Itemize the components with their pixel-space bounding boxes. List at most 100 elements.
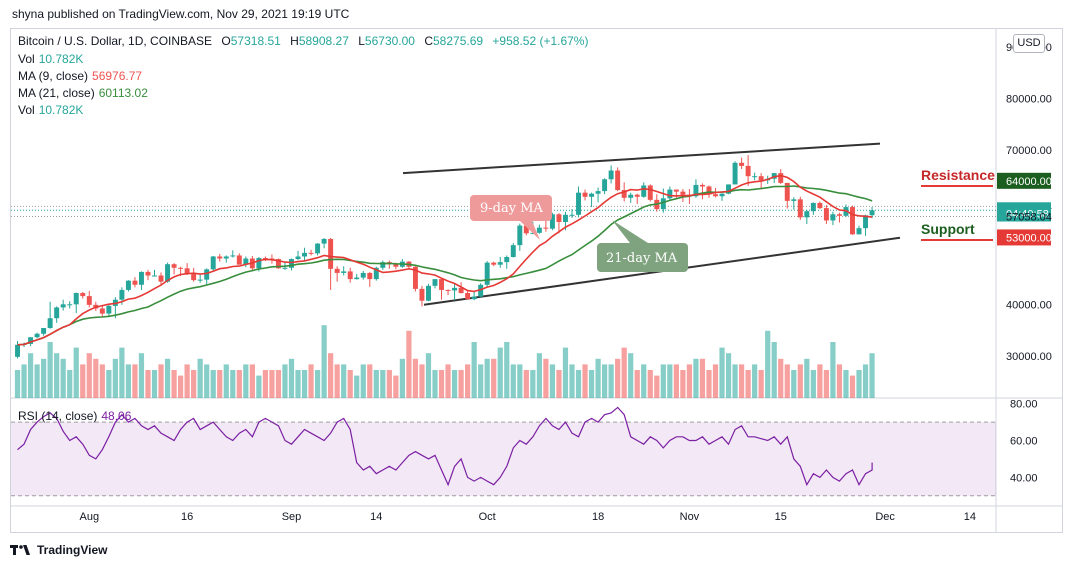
candle-body[interactable] <box>491 262 497 265</box>
candle-body[interactable] <box>54 307 60 319</box>
candle-body[interactable] <box>262 258 268 260</box>
candle-body[interactable] <box>706 186 712 195</box>
candle-body[interactable] <box>699 184 705 187</box>
candle-body[interactable] <box>791 199 797 201</box>
candle-body[interactable] <box>523 225 529 234</box>
candle-body[interactable] <box>863 215 869 229</box>
candle-body[interactable] <box>334 268 340 273</box>
candle-body[interactable] <box>60 304 66 308</box>
candle-body[interactable] <box>256 258 262 269</box>
candle-body[interactable] <box>132 280 138 285</box>
candle-body[interactable] <box>412 266 418 289</box>
candle-body[interactable] <box>328 238 334 269</box>
candle-body[interactable] <box>465 293 471 300</box>
candle-body[interactable] <box>119 289 125 300</box>
candle-body[interactable] <box>536 227 542 233</box>
candle-body[interactable] <box>628 194 634 198</box>
candle-body[interactable] <box>165 264 171 282</box>
candle-body[interactable] <box>504 256 510 263</box>
candle-body[interactable] <box>393 264 399 267</box>
candle-body[interactable] <box>602 179 608 192</box>
candle-body[interactable] <box>275 259 281 269</box>
candle-body[interactable] <box>34 333 40 338</box>
candle-body[interactable] <box>569 214 575 216</box>
candle-body[interactable] <box>308 252 314 254</box>
candle-body[interactable] <box>732 162 738 185</box>
candle-body[interactable] <box>178 267 184 269</box>
candle-body[interactable] <box>634 194 640 197</box>
candle-body[interactable] <box>197 279 203 281</box>
candle-body[interactable] <box>510 245 516 257</box>
candle-body[interactable] <box>360 272 366 278</box>
candle-body[interactable] <box>771 173 777 179</box>
candle-body[interactable] <box>484 262 490 285</box>
candle-body[interactable] <box>804 211 810 218</box>
candle-body[interactable] <box>830 214 836 221</box>
candle-body[interactable] <box>28 337 34 344</box>
candle-body[interactable] <box>667 189 673 199</box>
candle-body[interactable] <box>589 193 595 197</box>
candle-body[interactable] <box>445 289 451 291</box>
candle-body[interactable] <box>660 198 666 210</box>
candle-body[interactable] <box>367 272 373 280</box>
candle-body[interactable] <box>615 170 621 191</box>
candle-body[interactable] <box>693 184 699 197</box>
candle-body[interactable] <box>67 304 73 306</box>
candle-body[interactable] <box>158 275 164 282</box>
candle-body[interactable] <box>719 193 725 197</box>
candle-body[interactable] <box>673 189 679 192</box>
candle-body[interactable] <box>354 277 360 280</box>
candle-body[interactable] <box>836 214 842 216</box>
candle-body[interactable] <box>784 182 790 201</box>
candle-body[interactable] <box>380 262 386 268</box>
candle-body[interactable] <box>530 232 536 234</box>
candle-body[interactable] <box>289 259 294 268</box>
candle-body[interactable] <box>282 267 288 269</box>
candle-body[interactable] <box>106 305 112 314</box>
candle-body[interactable] <box>295 256 301 260</box>
currency-button[interactable]: USD <box>1013 34 1045 53</box>
candle-body[interactable] <box>850 207 855 235</box>
candle-body[interactable] <box>99 308 105 314</box>
candle-body[interactable] <box>713 194 718 197</box>
candle-body[interactable] <box>223 256 229 259</box>
upper-trend-line[interactable] <box>402 142 881 175</box>
ma9-line[interactable] <box>17 174 873 346</box>
candle-body[interactable] <box>426 285 431 301</box>
candle-body[interactable] <box>217 256 223 259</box>
candle-body[interactable] <box>419 288 425 301</box>
candle-body[interactable] <box>458 287 464 294</box>
candle-body[interactable] <box>41 328 47 334</box>
candle-body[interactable] <box>582 192 588 197</box>
candle-body[interactable] <box>171 264 177 268</box>
candle-body[interactable] <box>576 192 581 215</box>
candle-body[interactable] <box>856 228 862 235</box>
candle-body[interactable] <box>15 344 21 357</box>
candle-body[interactable] <box>230 255 236 257</box>
candle-body[interactable] <box>184 268 190 274</box>
candle-body[interactable] <box>621 190 627 198</box>
candle-body[interactable] <box>810 202 816 212</box>
candle-body[interactable] <box>125 280 131 290</box>
candle-body[interactable] <box>726 184 732 194</box>
candle-body[interactable] <box>80 293 86 297</box>
candle-body[interactable] <box>817 202 823 209</box>
candle-body[interactable] <box>478 284 484 297</box>
candle-body[interactable] <box>243 258 249 265</box>
candle-body[interactable] <box>302 252 308 257</box>
candle-body[interactable] <box>210 256 216 270</box>
candle-body[interactable] <box>869 210 875 216</box>
candle-body[interactable] <box>321 238 327 244</box>
candle-body[interactable] <box>439 279 445 290</box>
candle-body[interactable] <box>745 165 751 177</box>
candle-body[interactable] <box>752 176 758 178</box>
candle-body[interactable] <box>823 208 829 221</box>
candle-body[interactable] <box>595 191 601 194</box>
candle-body[interactable] <box>739 162 745 166</box>
candle-body[interactable] <box>647 185 653 200</box>
candle-body[interactable] <box>47 318 53 329</box>
candle-body[interactable] <box>543 227 549 229</box>
candle-body[interactable] <box>73 293 79 305</box>
candle-body[interactable] <box>341 271 347 273</box>
